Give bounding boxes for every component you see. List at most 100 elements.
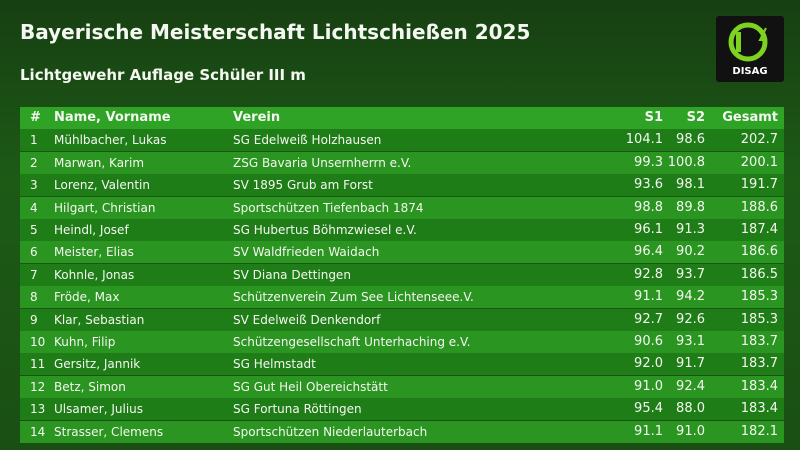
score-total: 183.7 [740, 356, 778, 372]
subtitle: Lichtgewehr Auflage Schüler III m [20, 66, 306, 84]
rank: 6 [30, 245, 38, 260]
name: Marwan, Karim [54, 155, 145, 170]
score-s2: 92.6 [676, 311, 705, 327]
club: Schützengesellschaft Unterhaching e.V. [233, 335, 471, 349]
result-row: 2 Marwan, Karim ZSG Bavaria Unsernherrn e.… [20, 151, 784, 174]
rank: 12 [30, 379, 46, 394]
rank: 11 [30, 357, 46, 372]
score-s2: 90.2 [676, 244, 705, 260]
rank: 5 [30, 223, 38, 237]
score-s2: 98.6 [676, 132, 705, 148]
score-total: 183.7 [740, 334, 778, 349]
club: SV 1895 Grub am Forst [233, 178, 373, 193]
club: ZSG Bavaria Unsernherrn e.V. [233, 155, 412, 170]
score-s2: 88.0 [676, 401, 705, 417]
name: Meister, Elias [54, 245, 134, 260]
club: SV Waldfrieden Waidach [233, 245, 380, 260]
rank: 2 [30, 155, 38, 170]
rank: 8 [30, 290, 38, 305]
score-s1: 91.1 [634, 423, 663, 439]
column-header: Gesamt [722, 110, 778, 125]
name: Mühlbacher, Lukas [54, 133, 167, 148]
result-row: 9 Klar, Sebastian SV Edelweiß Denkendorf 92… [20, 308, 784, 331]
score-s2: 100.8 [667, 154, 705, 170]
score-s2: 91.7 [676, 356, 705, 372]
column-header: # [30, 110, 41, 125]
rank: 13 [30, 402, 46, 417]
club: Sportschützen Niederlauterbach [233, 424, 428, 439]
club: SG Gut Heil Obereichstätt [233, 379, 388, 394]
result-row: 10 Kuhn, Filip Schützengesellschaft Unterh… [20, 331, 784, 353]
name: Kohnle, Jonas [54, 267, 135, 282]
name: Gersitz, Jannik [54, 357, 141, 372]
result-row: 6 Meister, Elias SV Waldfrieden Waidach 96.… [20, 241, 784, 264]
score-s2: 92.4 [676, 378, 705, 394]
name: Strasser, Clemens [54, 424, 164, 439]
club: SG Helmstadt [233, 357, 316, 372]
name: Lorenz, Valentin [54, 178, 150, 193]
score-s1: 91.1 [634, 289, 663, 305]
score-total: 188.6 [740, 199, 778, 215]
column-header: Verein [233, 110, 281, 125]
rank: 1 [30, 133, 38, 148]
score-total: 185.3 [740, 311, 778, 327]
column-header: S2 [686, 110, 705, 125]
column-header: Name, Vorname [54, 110, 171, 125]
result-row: 13 Ulsamer, Julius SG Fortuna Röttingen 95.… [20, 398, 784, 421]
score-s2: 89.8 [676, 199, 705, 215]
name: Heindl, Josef [54, 223, 129, 237]
name: Fröde, Max [54, 290, 120, 305]
score-s1: 104.1 [625, 132, 663, 148]
rank: 9 [30, 312, 38, 327]
column-header: S1 [644, 110, 663, 125]
rank: 7 [30, 267, 38, 282]
name: Hilgart, Christian [54, 200, 156, 215]
name: Kuhn, Filip [54, 335, 116, 349]
score-total: 202.7 [740, 132, 778, 148]
result-row: 1 Mühlbacher, Lukas SG Edelweiß Holzhausen… [20, 129, 784, 152]
score-total: 187.4 [740, 222, 778, 237]
score-s1: 96.4 [634, 244, 663, 260]
result-row: 7 Kohnle, Jonas SV Diana Dettingen 92.8 93.7… [20, 263, 784, 286]
club: SG Edelweiß Holzhausen [233, 133, 382, 148]
rank: 10 [30, 335, 46, 349]
club: SG Hubertus Böhmzwiesel e.V. [233, 223, 417, 237]
rank: 3 [30, 178, 38, 193]
score-s1: 98.8 [634, 199, 663, 215]
title: Bayerische Meisterschaft Lichtschießen 2… [20, 20, 531, 44]
name: Klar, Sebastian [54, 312, 145, 327]
score-s1: 91.0 [634, 378, 663, 394]
club: SV Edelweiß Denkendorf [233, 312, 381, 327]
score-total: 185.3 [740, 289, 778, 305]
score-s2: 93.7 [676, 266, 705, 282]
score-s2: 94.2 [676, 289, 705, 305]
rank: 14 [30, 424, 46, 439]
logo: DISAG [716, 16, 784, 82]
club: Schützenverein Zum See Lichtenseee.V. [233, 290, 474, 305]
score-total: 182.1 [740, 423, 778, 439]
name: Betz, Simon [54, 379, 126, 394]
name: Ulsamer, Julius [54, 402, 144, 417]
score-s2: 91.3 [676, 222, 705, 237]
score-s2: 98.1 [676, 177, 705, 193]
result-row: 14 Strasser, Clemens Sportschützen Niederl… [20, 420, 784, 443]
club: Sportschützen Tiefenbach 1874 [233, 200, 424, 215]
score-s1: 99.3 [634, 154, 663, 170]
rank: 4 [30, 200, 38, 215]
score-total: 186.5 [740, 266, 778, 282]
score-s2: 93.1 [676, 334, 705, 349]
result-row: 12 Betz, Simon SG Gut Heil Obereichstätt 91… [20, 375, 784, 398]
logo-text: DISAG [732, 66, 768, 77]
score-total: 191.7 [740, 177, 778, 193]
score-s1: 92.7 [634, 311, 663, 327]
score-total: 186.6 [740, 244, 778, 260]
score-total: 200.1 [740, 154, 778, 170]
score-s1: 96.1 [634, 222, 663, 237]
score-s1: 92.0 [634, 356, 663, 372]
score-total: 183.4 [740, 401, 778, 417]
score-s1: 95.4 [634, 401, 663, 417]
result-row: 3 Lorenz, Valentin SV 1895 Grub am Forst 93… [20, 174, 784, 197]
club: SG Fortuna Röttingen [233, 402, 362, 417]
result-row: 8 Fröde, Max Schützenverein Zum See Lichte… [20, 286, 784, 309]
